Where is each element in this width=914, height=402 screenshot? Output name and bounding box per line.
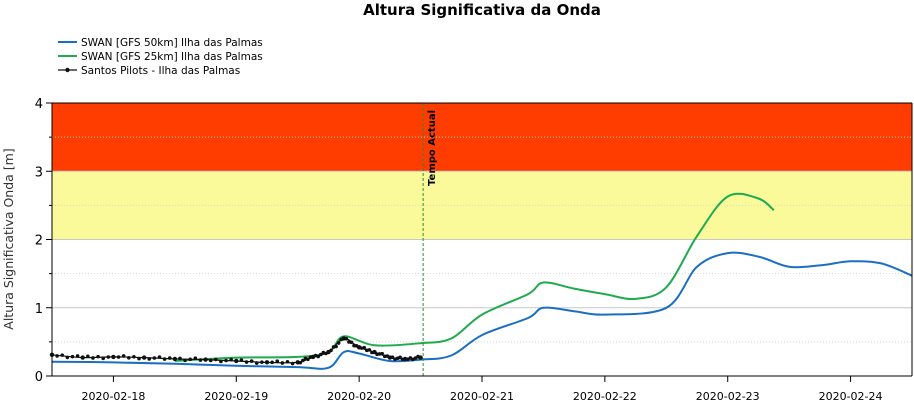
observation-point bbox=[329, 348, 333, 353]
observation-point bbox=[390, 355, 395, 360]
observation-point bbox=[280, 361, 285, 365]
observation-point bbox=[234, 358, 239, 364]
observation-point bbox=[96, 354, 100, 359]
observation-point bbox=[270, 360, 274, 365]
axes: 0 1 2 3 4 2020-02-18 2020-02-19 2020-02-20 2020-… bbox=[35, 97, 913, 402]
observation-point bbox=[152, 356, 157, 360]
observation-point bbox=[380, 351, 384, 356]
observation-point bbox=[208, 358, 213, 363]
observation-point bbox=[80, 355, 85, 360]
x-tick-label: 2020-02-20 bbox=[327, 390, 391, 402]
observation-point bbox=[75, 354, 80, 358]
observation-point bbox=[111, 354, 116, 360]
legend-label-1: SWAN [GFS 25km] Ilha das Palmas bbox=[81, 51, 263, 63]
observation-point bbox=[65, 355, 70, 360]
current-time-marker: Tempo Actual bbox=[422, 103, 438, 376]
observation-point bbox=[172, 356, 178, 362]
observation-point bbox=[316, 354, 320, 359]
observation-point bbox=[126, 356, 131, 360]
observation-point bbox=[219, 359, 223, 364]
current-time-label: Tempo Actual bbox=[427, 110, 438, 186]
observation-point bbox=[141, 355, 147, 360]
observation-point bbox=[362, 345, 367, 350]
x-tick-label: 2020-02-24 bbox=[819, 390, 883, 402]
observation-point bbox=[86, 354, 90, 359]
observation-point bbox=[137, 356, 141, 361]
observation-point bbox=[290, 361, 295, 366]
observation-point bbox=[264, 360, 270, 365]
y-tick-label: 0 bbox=[35, 370, 43, 385]
series-group bbox=[49, 192, 913, 370]
observation-point bbox=[344, 336, 349, 341]
observation-point bbox=[244, 360, 249, 364]
y-tick-label: 3 bbox=[35, 165, 43, 180]
grid-lines bbox=[52, 136, 912, 343]
observation-point bbox=[101, 356, 105, 361]
chart-title: Altura Significativa da Onda bbox=[363, 1, 601, 19]
y-axis-label: Altura Significativa Onda [m] bbox=[1, 148, 16, 329]
observation-point bbox=[398, 355, 402, 360]
y-tick-label: 4 bbox=[35, 97, 43, 112]
observation-point bbox=[418, 355, 423, 360]
chart-legend: SWAN [GFS 50km] Ilha das Palmas SWAN [GFS… bbox=[58, 37, 263, 77]
observation-point bbox=[162, 357, 167, 361]
observation-point bbox=[70, 354, 75, 359]
legend-label-2: Santos Pilots - Ilha das Palmas bbox=[81, 65, 240, 77]
x-tick-label: 2020-02-21 bbox=[450, 390, 514, 402]
observation-point bbox=[229, 357, 233, 362]
observation-point bbox=[254, 361, 259, 365]
y-tick-label: 2 bbox=[35, 234, 43, 249]
observation-point bbox=[298, 360, 303, 365]
observation-point bbox=[188, 357, 193, 362]
observation-point bbox=[183, 358, 187, 363]
series-line-0 bbox=[51, 251, 913, 370]
observation-point bbox=[306, 357, 310, 362]
observation-point bbox=[334, 344, 338, 349]
observation-point bbox=[249, 359, 254, 363]
observation-point bbox=[318, 352, 323, 357]
observation-point bbox=[203, 357, 208, 362]
observation-point bbox=[193, 356, 198, 360]
observation-point bbox=[106, 355, 111, 359]
observation-point bbox=[60, 353, 65, 357]
y-tick-label: 1 bbox=[35, 302, 43, 317]
observation-point bbox=[275, 359, 280, 363]
observation-point bbox=[147, 357, 152, 361]
legend-marker bbox=[65, 67, 70, 73]
observation-point bbox=[121, 354, 126, 358]
observation-point bbox=[239, 358, 244, 362]
observation-point bbox=[260, 360, 264, 364]
observation-point bbox=[55, 354, 59, 358]
x-tick-label: 2020-02-23 bbox=[696, 390, 760, 402]
observation-point bbox=[285, 359, 290, 364]
legend-label-0: SWAN [GFS 50km] Ilha das Palmas bbox=[81, 37, 263, 49]
observation-point bbox=[116, 355, 121, 359]
observation-point bbox=[301, 358, 305, 363]
observation-point bbox=[224, 358, 228, 363]
observation-point bbox=[178, 356, 182, 361]
observation-point bbox=[198, 358, 203, 362]
observation-point bbox=[349, 340, 354, 345]
observation-point bbox=[214, 357, 218, 362]
observation-point bbox=[167, 356, 172, 360]
observation-point bbox=[132, 354, 136, 359]
observation-point bbox=[157, 355, 162, 359]
x-tick-label: 2020-02-22 bbox=[573, 390, 637, 402]
x-tick-label: 2020-02-19 bbox=[204, 390, 268, 402]
x-tick-label: 2020-02-18 bbox=[81, 390, 145, 402]
observation-point bbox=[91, 356, 95, 360]
observation-point bbox=[336, 341, 341, 345]
observation-point bbox=[367, 348, 372, 352]
